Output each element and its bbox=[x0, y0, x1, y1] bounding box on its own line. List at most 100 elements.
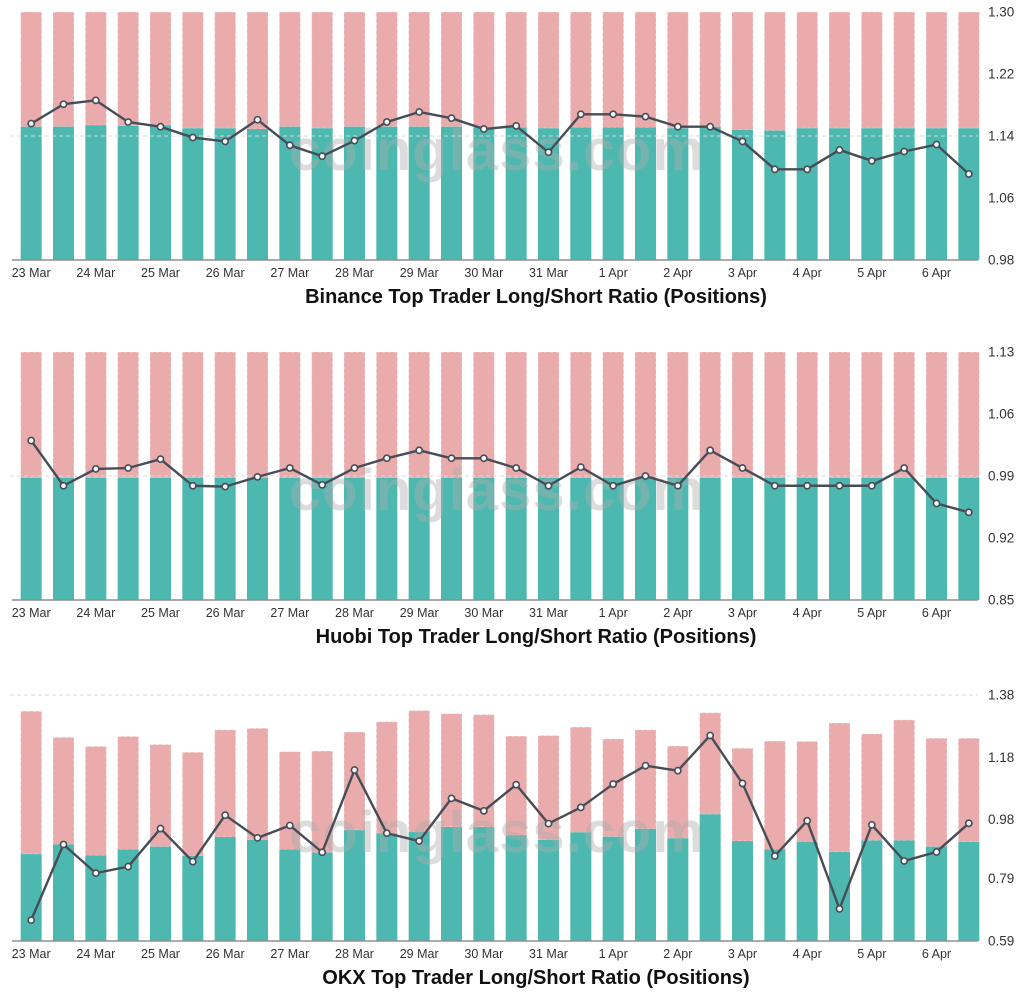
ratio-point bbox=[350, 464, 359, 472]
y-tick-label: 0.79 bbox=[988, 871, 1014, 886]
ratio-point bbox=[91, 869, 100, 878]
x-tick-label: 23 Mar bbox=[12, 947, 51, 961]
ratio-point bbox=[867, 820, 876, 829]
long-bar bbox=[279, 849, 301, 941]
ratio-point bbox=[59, 481, 68, 490]
ratio-point bbox=[609, 110, 618, 119]
ratio-point bbox=[221, 137, 230, 146]
long-bar bbox=[473, 477, 495, 600]
long-bar bbox=[182, 855, 204, 941]
y-tick-label: 1.38 bbox=[988, 688, 1014, 703]
short-bar bbox=[84, 351, 107, 479]
long-bar bbox=[344, 830, 365, 941]
short-bar bbox=[925, 11, 948, 129]
y-tick-label: 0.99 bbox=[988, 469, 1014, 484]
short-bar bbox=[828, 351, 851, 479]
short-bar bbox=[537, 734, 560, 841]
ratio-point bbox=[350, 766, 359, 774]
long-bar bbox=[473, 127, 495, 260]
x-tick-label: 4 Apr bbox=[793, 606, 822, 620]
long-bar bbox=[117, 849, 139, 941]
x-tick-label: 31 Mar bbox=[529, 947, 568, 961]
short-bar bbox=[214, 351, 237, 479]
long-bar bbox=[214, 128, 236, 260]
long-bar bbox=[85, 125, 107, 261]
x-tick-label: 30 Mar bbox=[464, 266, 503, 280]
x-tick-label: 28 Mar bbox=[335, 947, 374, 961]
x-tick-label: 31 Mar bbox=[529, 606, 568, 620]
long-bar bbox=[958, 477, 980, 600]
short-bar bbox=[20, 11, 43, 128]
x-tick-label: 1 Apr bbox=[599, 947, 628, 961]
short-bar bbox=[925, 737, 948, 848]
short-bar bbox=[957, 11, 980, 129]
long-bar bbox=[20, 854, 42, 941]
long-bar bbox=[214, 477, 236, 600]
long-bar bbox=[344, 477, 365, 600]
long-bar bbox=[893, 840, 915, 941]
short-bar bbox=[731, 351, 754, 479]
long-bar bbox=[505, 477, 527, 600]
short-bar bbox=[117, 351, 140, 479]
short-bar bbox=[796, 351, 819, 479]
ratio-point bbox=[673, 481, 682, 490]
long-bar bbox=[311, 852, 333, 941]
ratio-point bbox=[932, 499, 941, 508]
ratio-point bbox=[641, 112, 650, 121]
short-bar bbox=[537, 11, 560, 129]
long-bar bbox=[764, 477, 786, 600]
short-bar bbox=[375, 721, 398, 834]
ratio-point bbox=[382, 118, 391, 126]
y-tick-label: 0.98 bbox=[988, 253, 1014, 268]
ratio-point bbox=[964, 508, 973, 517]
short-bar bbox=[828, 11, 851, 129]
ratio-point bbox=[318, 152, 327, 161]
y-tick-label: 1.13 bbox=[988, 345, 1014, 360]
short-bar bbox=[699, 11, 722, 128]
ratio-point bbox=[609, 780, 618, 788]
x-tick-label: 2 Apr bbox=[663, 266, 692, 280]
ratio-point bbox=[27, 119, 36, 128]
long-bar bbox=[344, 126, 365, 260]
long-bar bbox=[182, 128, 204, 260]
x-tick-label: 26 Mar bbox=[206, 947, 245, 961]
ratio-point bbox=[964, 819, 973, 828]
long-bar bbox=[570, 477, 592, 600]
y-tick-label: 0.85 bbox=[988, 593, 1014, 608]
short-bar bbox=[602, 11, 625, 128]
ratio-point bbox=[124, 862, 133, 871]
long-bar bbox=[861, 840, 883, 941]
y-tick-label: 0.92 bbox=[988, 531, 1014, 546]
short-bar bbox=[893, 719, 916, 841]
long-bar bbox=[699, 126, 721, 260]
short-bar bbox=[472, 11, 495, 128]
x-tick-label: 3 Apr bbox=[728, 266, 757, 280]
ratio-point bbox=[544, 148, 553, 157]
long-bar bbox=[893, 477, 915, 600]
ratio-point bbox=[641, 472, 650, 480]
x-tick-label: 6 Apr bbox=[922, 266, 951, 280]
ratio-line bbox=[30, 439, 970, 514]
short-bar bbox=[860, 733, 883, 841]
chart-panel-okx: coinglass.com 1.38 1.18 0.98 0.79 0.59 23 Mar 2… bbox=[0, 683, 1024, 991]
x-tick-label: 3 Apr bbox=[728, 606, 757, 620]
long-bar bbox=[796, 128, 818, 260]
y-tick-label: 1.06 bbox=[988, 407, 1014, 422]
okx-plot-area[interactable]: coinglass.com 1.38 1.18 0.98 0.79 0.59 23 Mar 2… bbox=[0, 683, 1024, 965]
short-bar bbox=[181, 11, 204, 129]
x-tick-label: 27 Mar bbox=[270, 266, 309, 280]
short-bar bbox=[569, 726, 592, 833]
long-bar bbox=[926, 128, 947, 260]
x-tick-label: 29 Mar bbox=[400, 947, 439, 961]
long-bar bbox=[829, 477, 850, 600]
binance-chart-title: Binance Top Trader Long/Short Ratio (Pos… bbox=[305, 286, 767, 308]
ratio-point bbox=[59, 100, 68, 109]
ratio-point bbox=[285, 464, 294, 472]
ratio-point bbox=[900, 857, 909, 865]
long-bar bbox=[311, 128, 333, 260]
x-tick-label: 23 Mar bbox=[12, 606, 51, 620]
short-bar bbox=[375, 11, 398, 128]
x-tick-label: 28 Mar bbox=[335, 606, 374, 620]
